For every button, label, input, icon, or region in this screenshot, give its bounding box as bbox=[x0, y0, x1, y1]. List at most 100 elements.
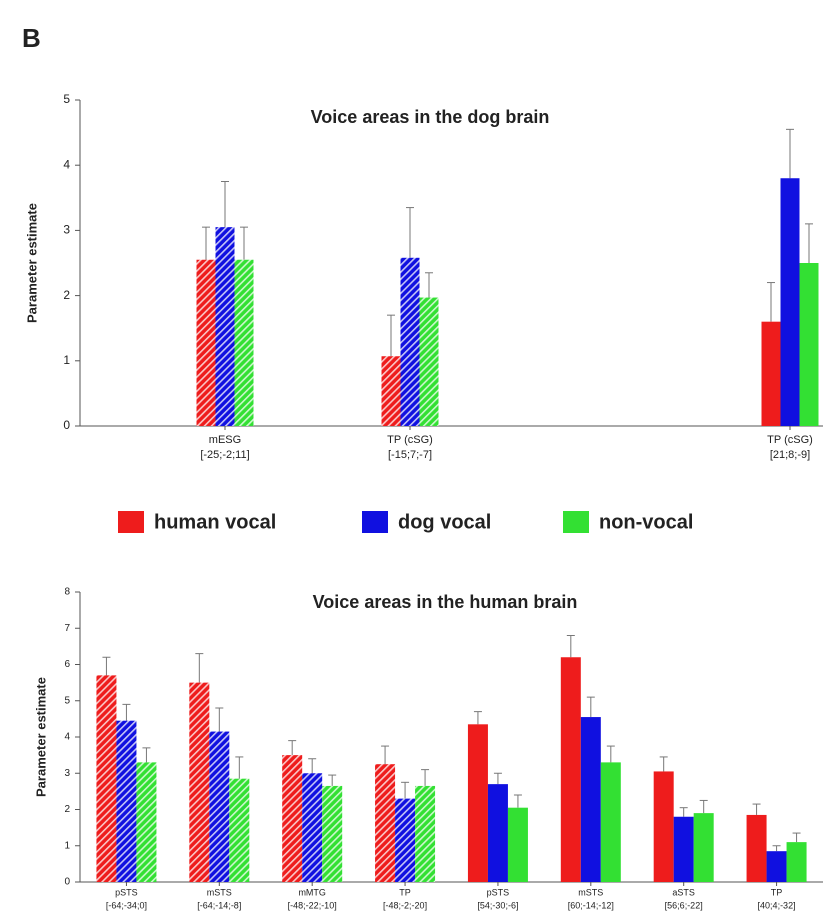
bar bbox=[560, 657, 581, 882]
error-bar bbox=[752, 803, 761, 815]
x-tick-sublabel: [-48;-2;-20] bbox=[383, 900, 427, 910]
y-tick-label: 1 bbox=[64, 840, 70, 851]
bar bbox=[196, 259, 216, 426]
y-axis-label: Parameter estimate bbox=[33, 677, 48, 797]
bar bbox=[786, 842, 807, 882]
chart-title: Voice areas in the human brain bbox=[313, 592, 578, 612]
y-tick-label: 7 bbox=[64, 623, 70, 634]
y-tick-label: 1 bbox=[63, 353, 70, 367]
y-axis-label: Parameter estimate bbox=[24, 203, 39, 323]
y-tick-label: 3 bbox=[63, 223, 70, 237]
y-tick-label: 0 bbox=[64, 877, 70, 888]
error-bar bbox=[122, 703, 131, 721]
bar bbox=[415, 785, 436, 882]
error-bar bbox=[473, 711, 482, 725]
x-tick-label: mESG bbox=[209, 434, 241, 446]
error-bar bbox=[513, 794, 522, 808]
x-tick-sublabel: [-64;-14;-8] bbox=[197, 900, 241, 910]
y-tick-label: 6 bbox=[64, 659, 70, 670]
error-bar bbox=[308, 758, 317, 774]
bar bbox=[766, 851, 787, 882]
y-tick-label: 5 bbox=[63, 92, 70, 106]
bar bbox=[229, 778, 250, 882]
y-tick-label: 5 bbox=[64, 695, 70, 706]
x-tick-label: mSTS bbox=[207, 887, 232, 897]
legend-swatch bbox=[118, 511, 144, 533]
error-bar bbox=[381, 745, 390, 765]
bar bbox=[234, 259, 254, 426]
legend-swatch bbox=[563, 511, 589, 533]
x-tick-sublabel: [-64;-34;0] bbox=[106, 900, 147, 910]
bar bbox=[375, 764, 396, 882]
y-tick-label: 3 bbox=[64, 768, 70, 779]
error-bar bbox=[401, 781, 410, 799]
bar bbox=[400, 257, 420, 426]
error-bar bbox=[240, 226, 248, 260]
error-bar bbox=[406, 207, 414, 258]
x-tick-sublabel: [56;6;-22] bbox=[665, 900, 703, 910]
error-bar bbox=[195, 653, 204, 683]
x-tick-sublabel: [-15;7;-7] bbox=[388, 449, 432, 461]
bar bbox=[381, 356, 401, 426]
bar bbox=[322, 785, 343, 882]
x-tick-label: pSTS bbox=[487, 887, 510, 897]
x-tick-sublabel: [-48;-22;-10] bbox=[288, 900, 337, 910]
x-tick-label: mSTS bbox=[578, 887, 603, 897]
bar bbox=[673, 816, 694, 882]
legend-label: dog vocal bbox=[398, 511, 491, 533]
y-tick-label: 2 bbox=[64, 804, 70, 815]
error-bar bbox=[215, 707, 224, 732]
error-bar bbox=[288, 740, 297, 756]
bar bbox=[467, 724, 488, 882]
error-bar bbox=[102, 656, 111, 676]
bar bbox=[136, 762, 157, 882]
bar bbox=[189, 682, 210, 882]
legend-swatch bbox=[362, 511, 388, 533]
error-bar bbox=[805, 223, 813, 263]
error-bar bbox=[202, 226, 210, 260]
legend-label: human vocal bbox=[154, 511, 276, 533]
error-bar bbox=[699, 799, 708, 814]
error-bar bbox=[586, 696, 595, 718]
error-bar bbox=[425, 272, 433, 298]
bar bbox=[302, 773, 323, 882]
error-bar bbox=[606, 745, 615, 763]
x-tick-sublabel: [60;-14;-12] bbox=[568, 900, 614, 910]
error-bar bbox=[387, 314, 395, 357]
bar bbox=[96, 675, 117, 882]
y-tick-label: 2 bbox=[63, 288, 70, 302]
error-bar bbox=[772, 845, 781, 852]
bar bbox=[746, 814, 767, 882]
error-bar bbox=[659, 756, 668, 772]
bar bbox=[780, 178, 800, 426]
x-tick-label: aSTS bbox=[672, 887, 695, 897]
bar bbox=[761, 321, 781, 426]
bar bbox=[600, 762, 621, 882]
bar bbox=[487, 784, 508, 882]
x-tick-sublabel: [21;8;-9] bbox=[770, 449, 810, 461]
error-bar bbox=[786, 128, 794, 179]
x-tick-sublabel: [40;4;-32] bbox=[758, 900, 796, 910]
x-tick-label: mMTG bbox=[298, 887, 326, 897]
bar bbox=[209, 731, 230, 882]
bar bbox=[419, 297, 439, 426]
y-tick-label: 4 bbox=[63, 157, 70, 171]
x-tick-label: pSTS bbox=[115, 887, 138, 897]
error-bar bbox=[566, 635, 575, 658]
bar bbox=[395, 798, 416, 882]
error-bar bbox=[421, 769, 430, 786]
y-tick-label: 4 bbox=[64, 732, 70, 743]
error-bar bbox=[142, 747, 151, 763]
bar bbox=[116, 720, 137, 882]
error-bar bbox=[235, 756, 244, 779]
x-tick-label: TP (cSG) bbox=[767, 434, 813, 446]
bar bbox=[580, 717, 601, 882]
bar bbox=[507, 807, 528, 882]
error-bar bbox=[792, 832, 801, 843]
x-tick-label: TP bbox=[399, 887, 411, 897]
bar bbox=[282, 755, 303, 882]
bar bbox=[799, 263, 819, 426]
bar bbox=[215, 227, 235, 426]
chart-title: Voice areas in the dog brain bbox=[311, 107, 550, 127]
